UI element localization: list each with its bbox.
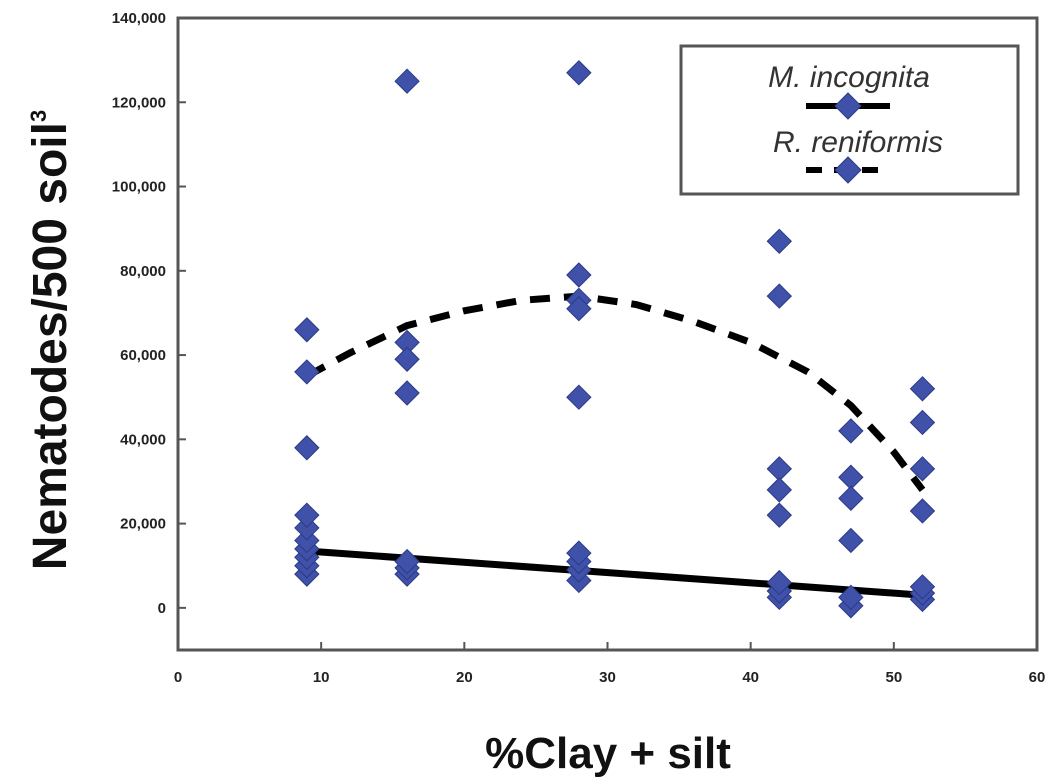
x-tick-label: 30 [599,669,616,686]
data-point-r-reniformis [766,228,793,255]
data-point-r-reniformis [566,60,592,86]
data-point-m-incognita [766,569,793,596]
data-point-r-reniformis [566,262,592,288]
y-tick-label: 0 [158,600,166,617]
x-tick-label: 60 [1029,669,1046,686]
data-point-r-reniformis [766,502,793,528]
y-tick-label: 80,000 [120,263,166,280]
y-tick-label: 60,000 [120,347,166,364]
data-point-r-reniformis [838,527,864,554]
data-point-r-reniformis [394,346,420,372]
data-point-r-reniformis [294,359,320,385]
data-point-r-reniformis [566,296,592,322]
data-point-r-reniformis [294,435,320,461]
x-tick-label: 10 [313,669,330,686]
data-point-r-reniformis [838,485,864,512]
data-point-r-reniformis [566,384,592,410]
data-point-r-reniformis [294,317,320,343]
x-tick-label: 50 [885,669,902,686]
x-tick-label: 0 [174,669,182,686]
legend-marker-r-reniformis [834,156,862,184]
data-point-r-reniformis [766,283,793,309]
data-point-r-reniformis [909,409,936,436]
x-tick-label: 40 [742,669,759,686]
data-point-r-reniformis [838,418,864,444]
y-tick-label: 20,000 [120,516,166,533]
legend-label-m-incognita: M. incognita [768,61,930,94]
y-axis-title-superscript: 3 [26,110,51,122]
x-axis-ticks: 0 10 20 30 40 50 60 [174,642,1046,686]
data-point-m-incognita [394,548,420,575]
data-point-r-reniformis [766,477,793,503]
x-tick-label: 20 [456,669,473,686]
y-tick-label: 40,000 [120,431,166,448]
y-axis-title-text: Nematodes/500 soil [24,122,77,570]
data-point-r-reniformis [909,456,936,482]
x-axis-title: %Clay + silt [485,729,731,778]
data-point-r-reniformis [394,380,420,406]
data-point-m-incognita [838,584,864,611]
y-tick-label: 100,000 [112,179,166,196]
legend: M. incognita R. reniformis [679,44,1020,196]
data-point-r-reniformis [294,502,320,528]
y-tick-label: 120,000 [112,94,166,111]
data-point-m-incognita [909,574,936,600]
y-tick-label: 140,000 [112,10,166,27]
data-point-r-reniformis [909,376,936,402]
legend-label-r-reniformis: R. reniformis [773,126,943,159]
trend-line-r-reniformis [305,292,926,493]
y-axis-title: Nematodes/500 soil3 [24,110,77,570]
y-axis-ticks: 0 20,000 40,000 60,000 80,000 100,000 120,000 1… [112,10,186,617]
legend-marker-m-incognita [834,92,862,120]
data-point-r-reniformis [394,68,420,94]
data-point-m-incognita [566,540,592,566]
data-points [294,60,936,619]
data-point-r-reniformis [909,498,936,524]
